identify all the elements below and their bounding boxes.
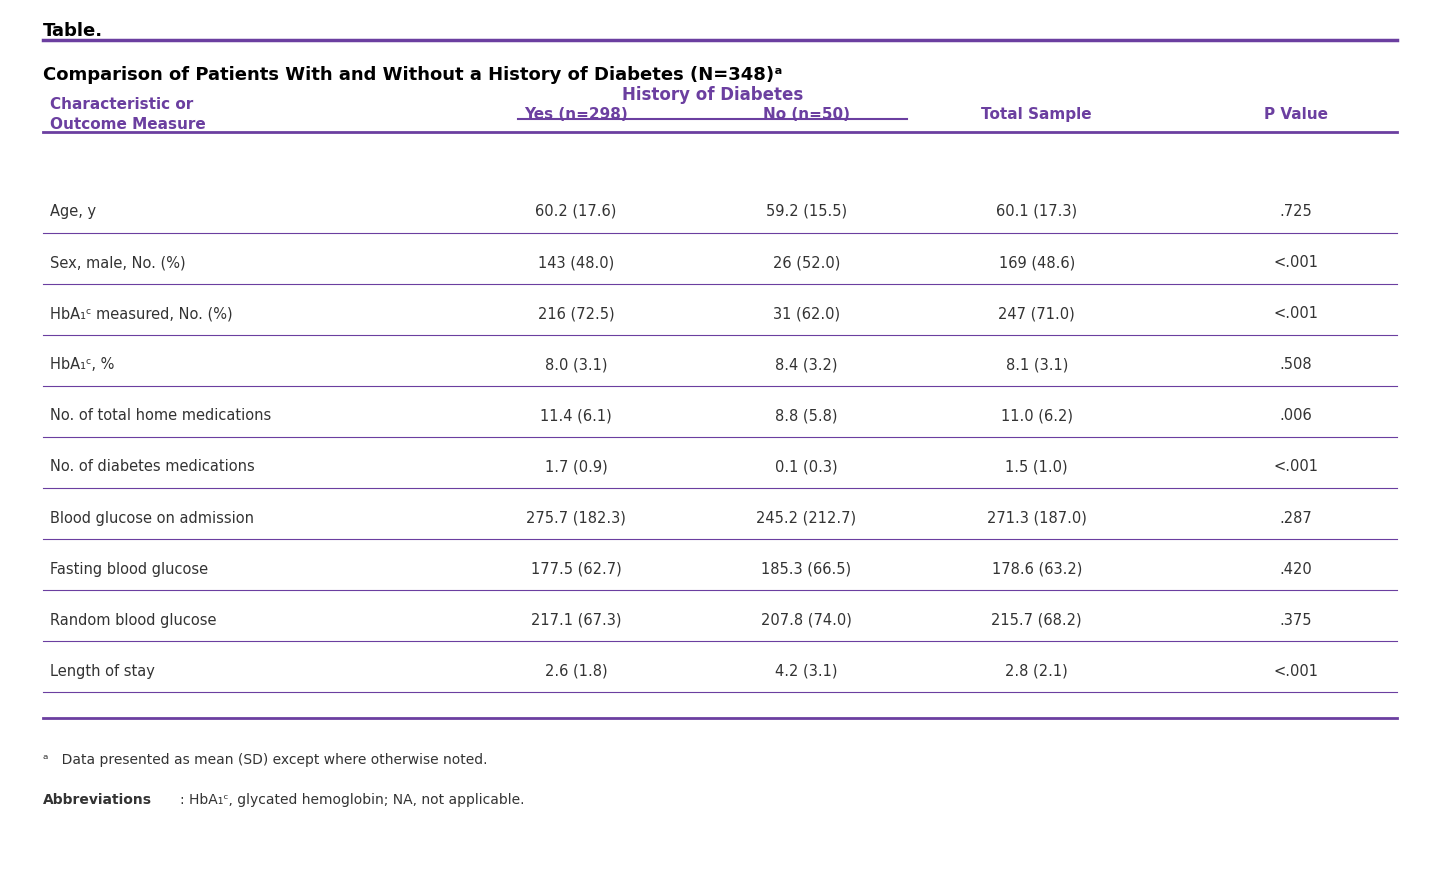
Text: History of Diabetes: History of Diabetes: [622, 86, 804, 104]
Text: 59.2 (15.5): 59.2 (15.5): [766, 204, 847, 219]
Text: 0.1 (0.3): 0.1 (0.3): [775, 459, 838, 475]
Text: Blood glucose on admission: Blood glucose on admission: [50, 510, 255, 526]
Text: P Value: P Value: [1264, 107, 1328, 122]
Text: Length of stay: Length of stay: [50, 663, 156, 679]
Text: : HbA₁ᶜ, glycated hemoglobin; NA, not applicable.: : HbA₁ᶜ, glycated hemoglobin; NA, not ap…: [180, 793, 524, 807]
Text: 11.0 (6.2): 11.0 (6.2): [1001, 408, 1073, 424]
Text: 271.3 (187.0): 271.3 (187.0): [986, 510, 1087, 526]
Text: ᵃ   Data presented as mean (SD) except where otherwise noted.: ᵃ Data presented as mean (SD) except whe…: [43, 753, 488, 767]
Text: .725: .725: [1280, 204, 1312, 219]
Text: 8.0 (3.1): 8.0 (3.1): [544, 357, 608, 373]
Text: Age, y: Age, y: [50, 204, 96, 219]
Text: <.001: <.001: [1273, 255, 1319, 270]
Text: 185.3 (66.5): 185.3 (66.5): [762, 561, 851, 577]
Text: 217.1 (67.3): 217.1 (67.3): [531, 612, 621, 628]
Text: .375: .375: [1280, 612, 1312, 628]
Text: Characteristic or: Characteristic or: [50, 97, 193, 113]
Text: 60.1 (17.3): 60.1 (17.3): [996, 204, 1077, 219]
Text: Comparison of Patients With and Without a History of Diabetes (N=348)ᵃ: Comparison of Patients With and Without …: [43, 66, 782, 84]
Text: 8.1 (3.1): 8.1 (3.1): [1005, 357, 1068, 373]
Text: <.001: <.001: [1273, 663, 1319, 679]
Text: No. of diabetes medications: No. of diabetes medications: [50, 459, 255, 475]
Text: 178.6 (63.2): 178.6 (63.2): [992, 561, 1081, 577]
Text: HbA₁ᶜ, %: HbA₁ᶜ, %: [50, 357, 115, 373]
Text: 207.8 (74.0): 207.8 (74.0): [760, 612, 852, 628]
Text: No (n=50): No (n=50): [763, 107, 850, 122]
Text: 31 (62.0): 31 (62.0): [773, 306, 840, 322]
Text: 60.2 (17.6): 60.2 (17.6): [536, 204, 616, 219]
Text: Sex, male, No. (%): Sex, male, No. (%): [50, 255, 186, 270]
Text: 247 (71.0): 247 (71.0): [998, 306, 1076, 322]
Text: 1.5 (1.0): 1.5 (1.0): [1005, 459, 1068, 475]
Text: 143 (48.0): 143 (48.0): [539, 255, 613, 270]
Text: 2.6 (1.8): 2.6 (1.8): [544, 663, 608, 679]
Text: Outcome Measure: Outcome Measure: [50, 116, 206, 132]
Text: Fasting blood glucose: Fasting blood glucose: [50, 561, 209, 577]
Text: 8.4 (3.2): 8.4 (3.2): [775, 357, 838, 373]
Text: 4.2 (3.1): 4.2 (3.1): [775, 663, 838, 679]
Text: 8.8 (5.8): 8.8 (5.8): [775, 408, 838, 424]
Text: .420: .420: [1280, 561, 1312, 577]
Text: 215.7 (68.2): 215.7 (68.2): [992, 612, 1081, 628]
Text: Random blood glucose: Random blood glucose: [50, 612, 217, 628]
Text: HbA₁ᶜ measured, No. (%): HbA₁ᶜ measured, No. (%): [50, 306, 233, 322]
Text: 169 (48.6): 169 (48.6): [999, 255, 1074, 270]
Text: <.001: <.001: [1273, 459, 1319, 475]
Text: 245.2 (212.7): 245.2 (212.7): [756, 510, 857, 526]
Text: .287: .287: [1280, 510, 1312, 526]
Text: .508: .508: [1280, 357, 1312, 373]
Text: 216 (72.5): 216 (72.5): [537, 306, 615, 322]
Text: 275.7 (182.3): 275.7 (182.3): [526, 510, 626, 526]
Text: Table.: Table.: [43, 22, 104, 40]
Text: Total Sample: Total Sample: [982, 107, 1092, 122]
Text: Yes (n=298): Yes (n=298): [524, 107, 628, 122]
Text: 11.4 (6.1): 11.4 (6.1): [540, 408, 612, 424]
Text: 2.8 (2.1): 2.8 (2.1): [1005, 663, 1068, 679]
Text: No. of total home medications: No. of total home medications: [50, 408, 272, 424]
Text: 1.7 (0.9): 1.7 (0.9): [544, 459, 608, 475]
Text: <.001: <.001: [1273, 306, 1319, 322]
Text: .006: .006: [1280, 408, 1312, 424]
Text: 177.5 (62.7): 177.5 (62.7): [530, 561, 622, 577]
Text: Abbreviations: Abbreviations: [43, 793, 153, 807]
Text: 26 (52.0): 26 (52.0): [773, 255, 840, 270]
